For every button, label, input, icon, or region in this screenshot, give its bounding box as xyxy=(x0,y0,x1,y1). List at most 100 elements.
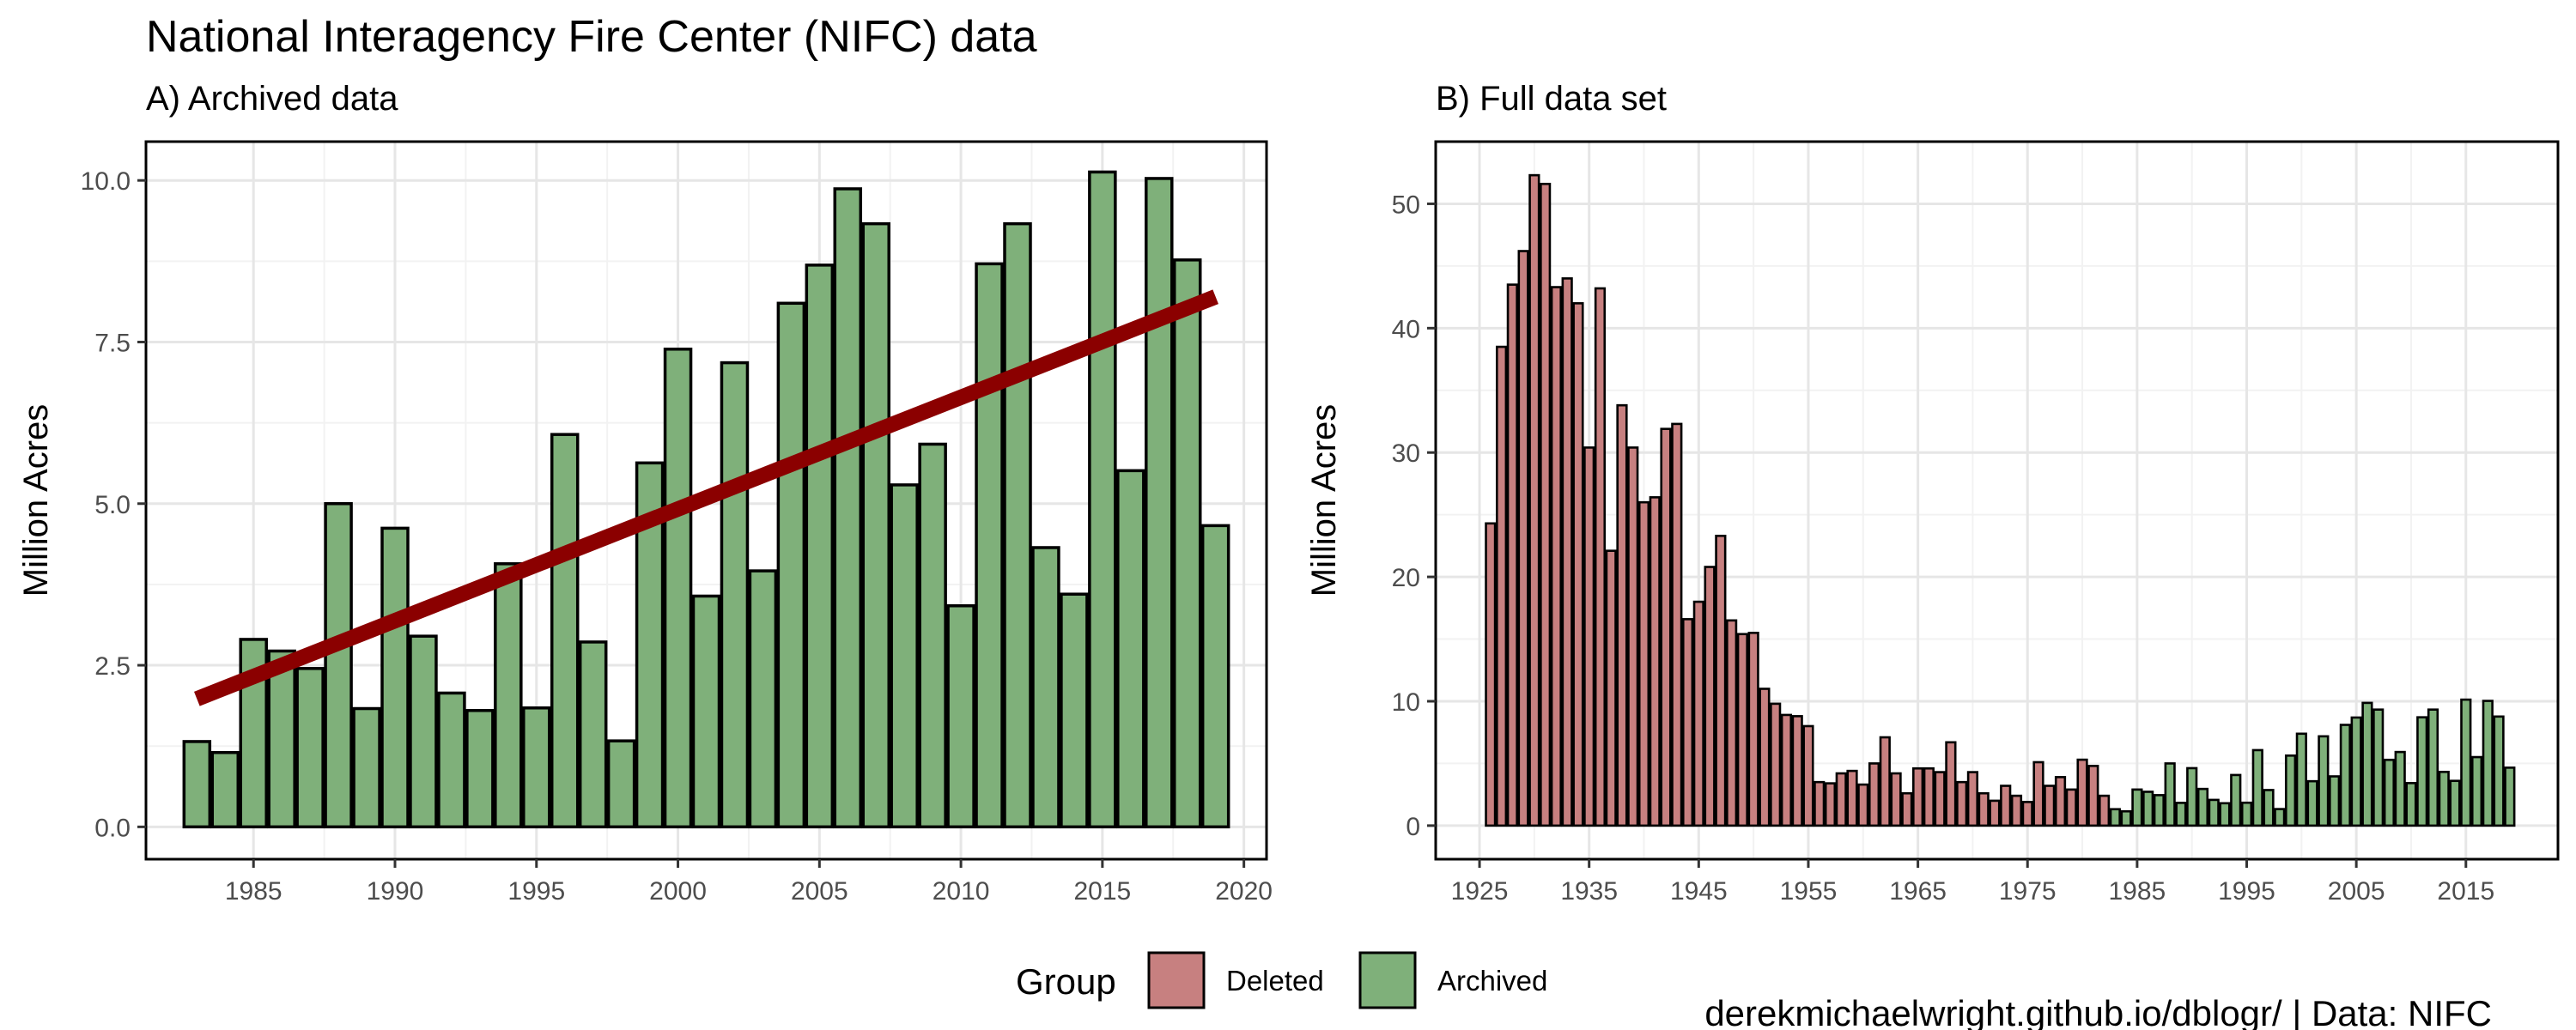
panel-b-bar-1952 xyxy=(1770,702,1782,827)
panel-a-bar-2008 xyxy=(890,483,919,829)
panel-b-x-tick-label: 1995 xyxy=(2218,877,2275,906)
panel-a-x-tick-label: 2020 xyxy=(1215,877,1273,906)
panel-b-y-tick-label: 10 xyxy=(1392,688,1420,717)
panel-b-bar-2005 xyxy=(2350,716,2362,827)
panel-b-bar-1958 xyxy=(1835,772,1847,827)
panel-b-bar-1995 xyxy=(2240,801,2253,827)
panel-b-bar-2017 xyxy=(2482,700,2494,827)
panel-a-bar-1994 xyxy=(494,562,523,829)
panel-b-bar-1972 xyxy=(1989,799,2001,827)
panel-b-bar-1959 xyxy=(1846,769,1858,827)
panel-a-trend xyxy=(194,289,1218,706)
panel-b-bar-1945 xyxy=(1692,600,1704,827)
panel-b-bar-1960 xyxy=(1857,783,1869,827)
panel-a-bar-1989 xyxy=(352,706,381,829)
panel-b-bar-1981 xyxy=(2087,765,2099,827)
panel-b-bar-2006 xyxy=(2361,701,2373,827)
panel-a-x-tick-label: 2005 xyxy=(791,877,848,906)
panel-b-bar-1991 xyxy=(2196,787,2209,827)
panel-b-bar-1963 xyxy=(1890,772,1902,827)
panel-a-bar-2000 xyxy=(663,348,693,829)
panel-b-x-tick-label: 1945 xyxy=(1670,877,1728,906)
legend-title: Group xyxy=(1016,961,1116,1002)
panel-b-bar-2003 xyxy=(2329,775,2341,827)
panel-b-bar-1930 xyxy=(1528,173,1540,827)
panel-b-bar-2015 xyxy=(2460,698,2472,827)
panel-b-bar-2018 xyxy=(2493,715,2505,827)
panel-a-bar-1992 xyxy=(437,691,466,829)
panel-b-bar-1944 xyxy=(1681,618,1694,827)
panel-a-bar-2009 xyxy=(918,442,947,829)
panel-b-bar-1956 xyxy=(1814,780,1826,827)
panel-b-bar-1957 xyxy=(1824,782,1837,827)
panel-b-bar-1942 xyxy=(1660,427,1672,827)
panel-b-bar-1940 xyxy=(1637,500,1650,827)
legend-swatch-archived xyxy=(1358,951,1417,1009)
panel-b-x-tick-label: 1985 xyxy=(2109,877,2166,906)
panel-a-bar-1991 xyxy=(409,634,438,829)
panel-b-bar-1943 xyxy=(1671,422,1683,827)
panel-b-bar-1933 xyxy=(1561,277,1573,827)
panel-a-bar-1986 xyxy=(267,649,296,829)
panel-b-y-tick-label: 30 xyxy=(1392,439,1420,468)
panel-a-frame xyxy=(144,140,1268,861)
figure-title: National Interagency Fire Center (NIFC) … xyxy=(146,12,1037,62)
panel-b-bar-1987 xyxy=(2153,794,2166,827)
legend-label-archived: Archived xyxy=(1437,965,1547,997)
legend: Group Deleted Archived xyxy=(1016,951,1547,1009)
panel-b-bar-1964 xyxy=(1901,791,1913,827)
panel-b-bar-1992 xyxy=(2208,798,2220,827)
panel-b-bar-1929 xyxy=(1517,250,1529,827)
panel-a-bar-2005 xyxy=(805,264,835,829)
panel-b-bar-1969 xyxy=(1956,780,1968,827)
panel-a-bar-1993 xyxy=(465,709,495,829)
panel-b-bar-1980 xyxy=(2076,758,2088,827)
panel-b-title: B) Full data set xyxy=(1436,80,1667,118)
panel-b-bar-1977 xyxy=(2044,785,2056,827)
panel-b-bar-1965 xyxy=(1912,766,1924,827)
panel-b-bar-1996 xyxy=(2251,748,2263,827)
panel-a-bar-1998 xyxy=(606,739,636,829)
panel-a-axes: 0.0 2.5 5.0 7.5 10.0 1985 1990 1995 2000 2005 2010… xyxy=(81,167,1273,906)
panel-b-bar-1989 xyxy=(2175,802,2187,827)
panel-b-bar-1984 xyxy=(2120,809,2132,827)
panel-b-bar-1936 xyxy=(1594,287,1607,827)
panel-b-y-tick-label: 50 xyxy=(1392,191,1420,219)
panel-b-bar-1967 xyxy=(1934,771,1946,827)
panel-b-bar-1973 xyxy=(2000,785,2012,827)
panel-a-bar-2019 xyxy=(1200,524,1230,829)
panel-b-bar-1962 xyxy=(1879,736,1891,827)
panel-b-x-tick-label: 2005 xyxy=(2328,877,2385,906)
panel-a-bar-2018 xyxy=(1172,258,1202,829)
panel-a-x-tick-label: 2000 xyxy=(649,877,707,906)
panel-b-bar-1968 xyxy=(1945,741,1957,827)
panel-b-bar-1954 xyxy=(1791,715,1803,827)
panel-b-frame xyxy=(1434,140,2560,861)
panel-b-x-tick-label: 1935 xyxy=(1560,877,1618,906)
panel-a-bar-1984 xyxy=(210,750,240,829)
panel-a-x-tick-label: 1995 xyxy=(507,877,565,906)
panel-b-bar-1974 xyxy=(2010,794,2023,827)
legend-swatch-deleted xyxy=(1147,951,1206,1009)
panel-a-x-tick-label: 2010 xyxy=(933,877,990,906)
panel-a-bar-1983 xyxy=(182,740,212,829)
panel-b-bar-1986 xyxy=(2142,791,2154,827)
panel-b-bar-1988 xyxy=(2164,762,2176,827)
panel-b-bar-1946 xyxy=(1704,566,1716,827)
panel-a-y-tick-label: 2.5 xyxy=(94,652,131,681)
panel-a-bar-2010 xyxy=(946,604,975,829)
panel-b-bars xyxy=(1485,173,2516,827)
panel-a-bar-2012 xyxy=(1003,221,1032,829)
panel-a-bar-1995 xyxy=(522,706,551,829)
panel-b-bar-1997 xyxy=(2263,789,2275,827)
panel-a-bar-1997 xyxy=(578,640,608,829)
panel-a-bar-2001 xyxy=(691,594,721,829)
panel-a-title: A) Archived data xyxy=(146,80,398,118)
panel-b-bar-1927 xyxy=(1495,345,1508,827)
panel-b-bar-2004 xyxy=(2339,724,2351,827)
panel-a-y-tick-label: 10.0 xyxy=(81,167,131,196)
panel-a-trend-line xyxy=(194,289,1218,706)
panel-b-bar-2011 xyxy=(2416,716,2428,827)
panel-b-bar-1935 xyxy=(1583,446,1595,827)
panel-b-x-tick-label: 1925 xyxy=(1451,877,1509,906)
